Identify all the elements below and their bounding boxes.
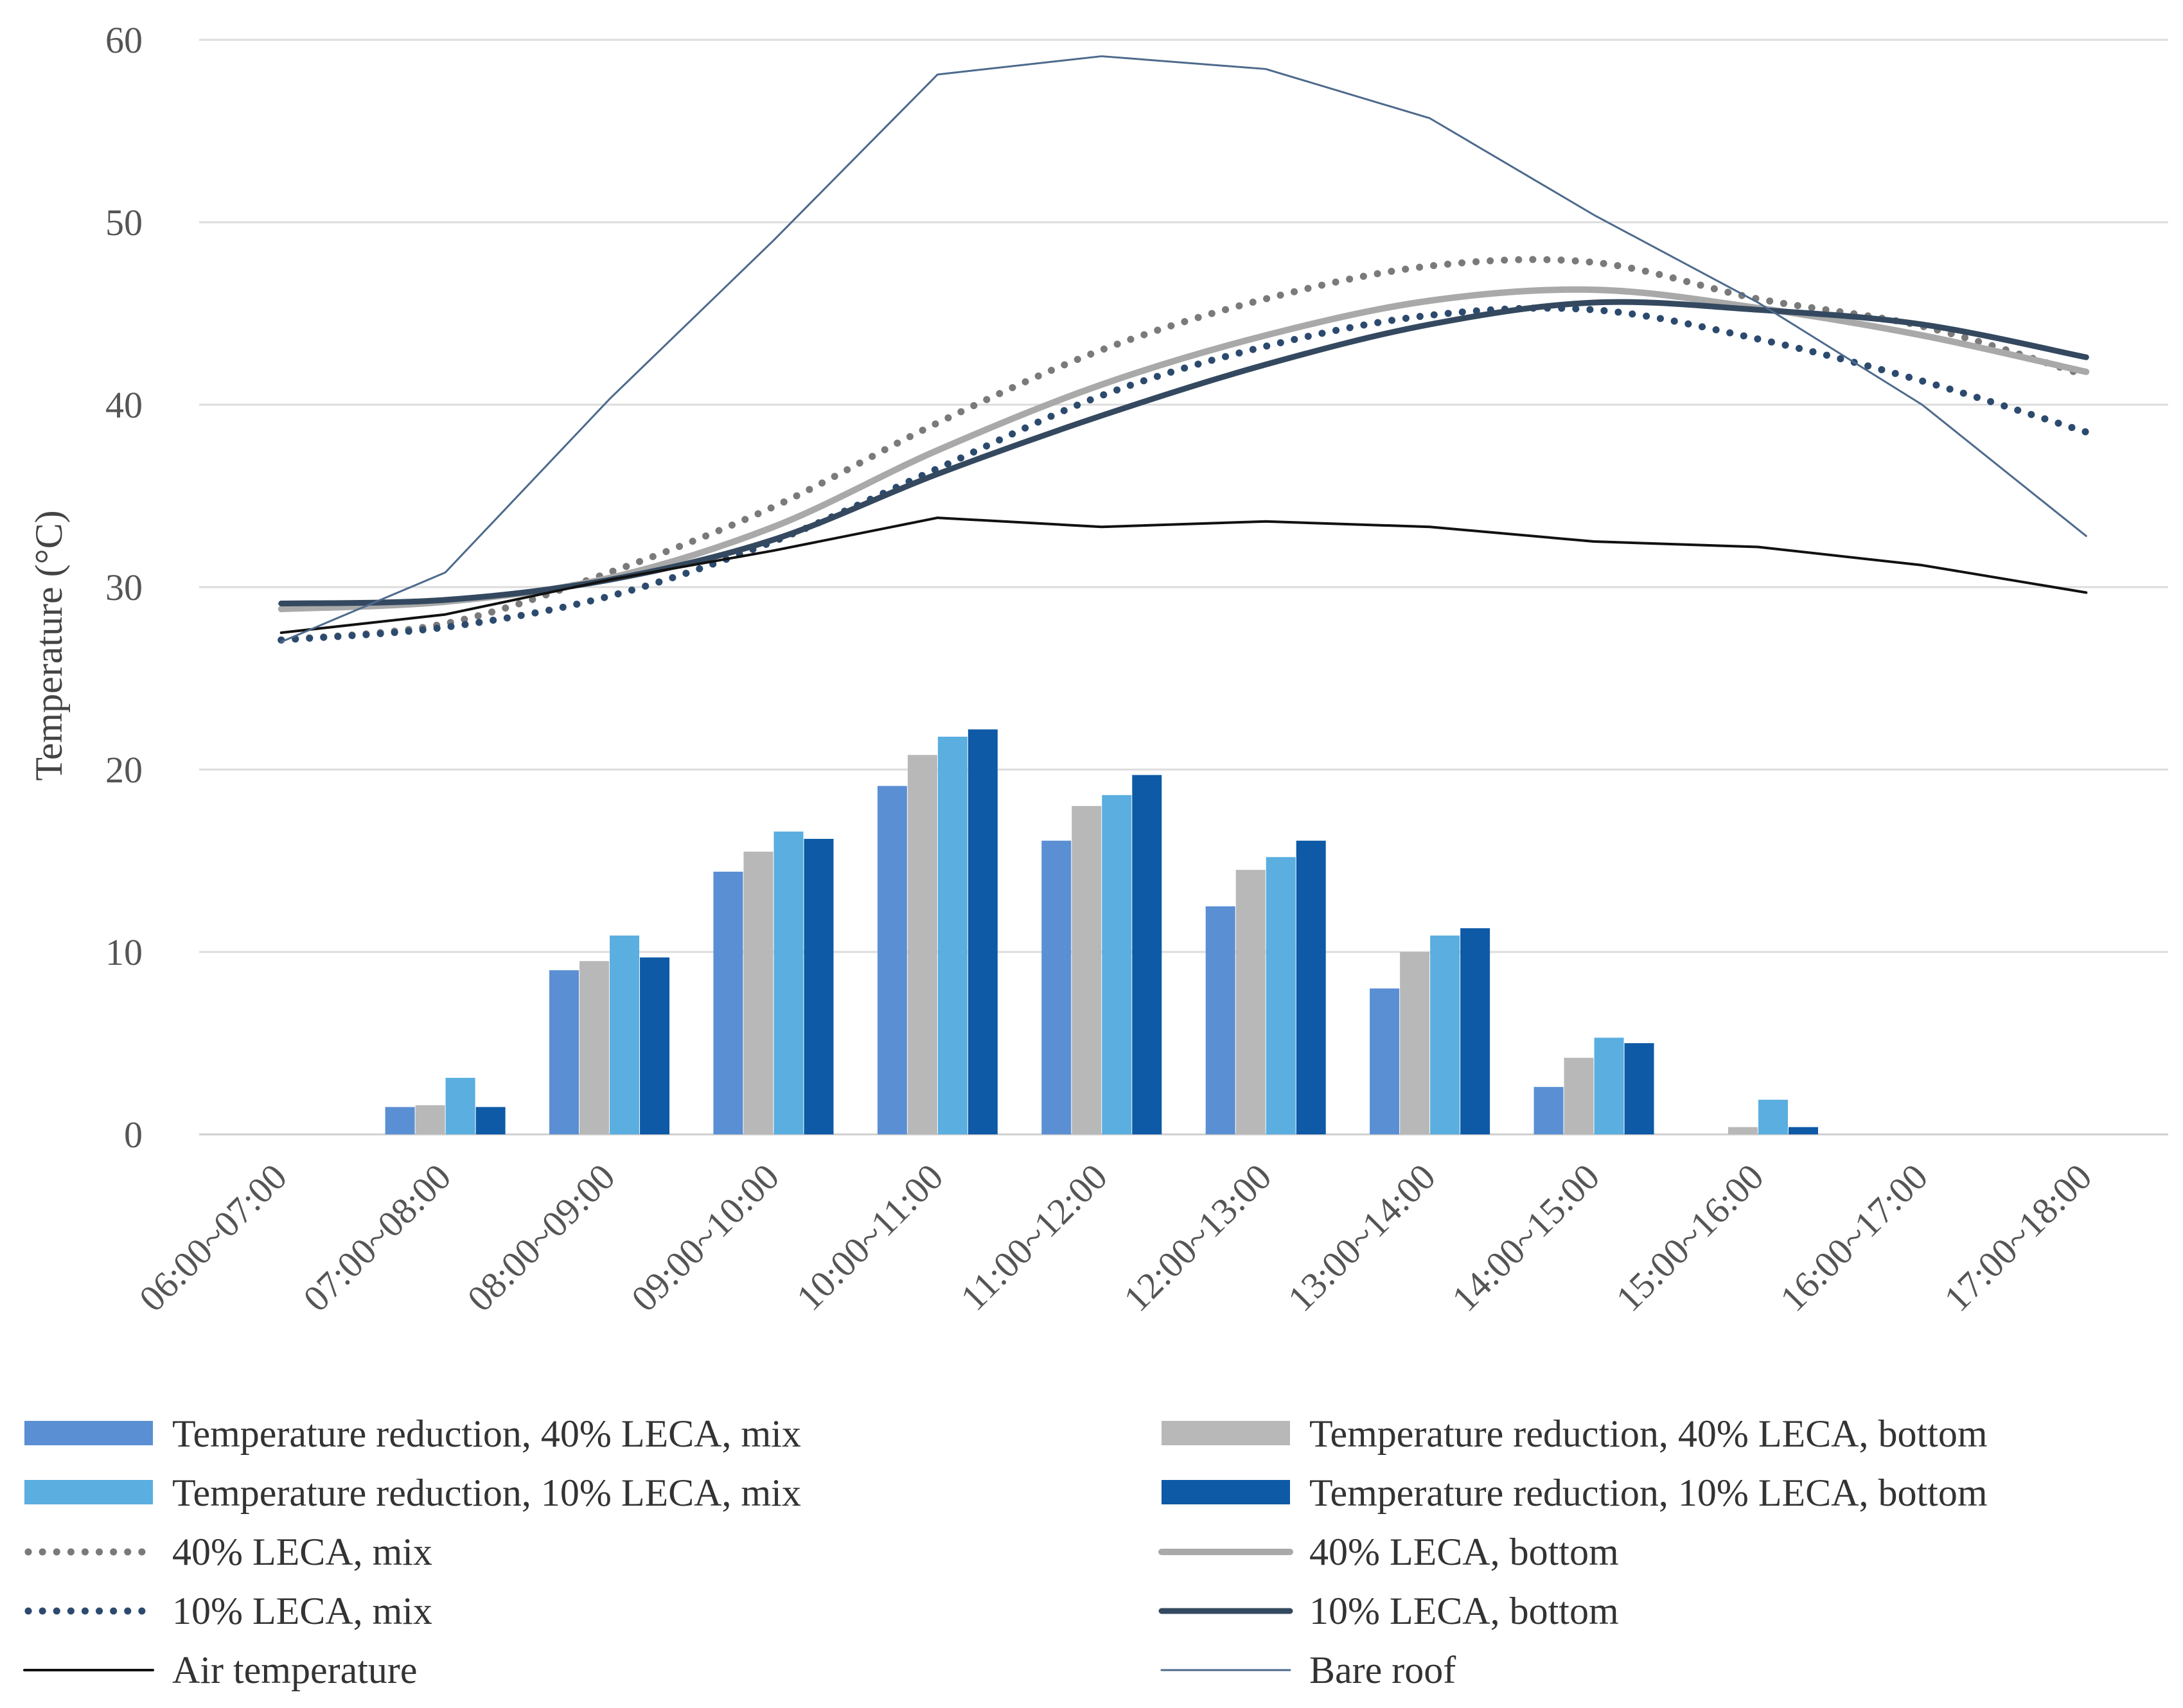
bars (385, 729, 1818, 1134)
bar (1370, 988, 1400, 1134)
y-tick-label: 0 (124, 1114, 143, 1156)
bar (1102, 795, 1132, 1134)
bar (937, 736, 968, 1134)
legend-swatch (24, 1480, 153, 1504)
legend-label: 40% LECA, bottom (1309, 1531, 1619, 1573)
y-tick-label: 60 (105, 19, 143, 61)
bar (1594, 1037, 1624, 1134)
series-line (278, 304, 2090, 644)
x-tick-label: 16:00~17:00 (1772, 1156, 1936, 1319)
legend-label: Temperature reduction, 40% LECA, mix (172, 1413, 801, 1455)
legend-label: 10% LECA, mix (172, 1590, 432, 1632)
bar (1296, 840, 1326, 1134)
bar (1460, 928, 1490, 1134)
bar (1266, 857, 1296, 1134)
legend-label: Temperature reduction, 10% LECA, mix (172, 1472, 801, 1514)
bar (1533, 1087, 1564, 1134)
x-tick-label: 12:00~13:00 (1115, 1156, 1279, 1319)
legend-label: Air temperature (172, 1649, 417, 1691)
bar (1788, 1127, 1818, 1134)
bar (1041, 840, 1072, 1134)
bar (549, 970, 579, 1134)
y-tick-label: 40 (105, 384, 143, 426)
legend-label: Temperature reduction, 40% LECA, bottom (1309, 1413, 1988, 1455)
bar (475, 1107, 506, 1134)
legend-swatch (1162, 1480, 1290, 1504)
legend-label: Bare roof (1309, 1649, 1456, 1691)
y-axis-label: Temperature (°C) (28, 510, 70, 780)
y-tick-label: 10 (105, 931, 143, 973)
x-tick-label: 09:00~10:00 (623, 1156, 787, 1319)
bar (773, 831, 804, 1134)
bar (1400, 952, 1430, 1134)
x-tick-label: 07:00~08:00 (295, 1156, 459, 1319)
legend: Temperature reduction, 40% LECA, mix Temp… (23, 1413, 1988, 1691)
bar (579, 961, 610, 1134)
bar (1235, 870, 1266, 1134)
bar (713, 872, 743, 1134)
bar (1430, 935, 1460, 1134)
bar (1624, 1043, 1654, 1134)
bar (1758, 1100, 1788, 1134)
bar (968, 729, 998, 1134)
bar (1072, 806, 1102, 1134)
bar (1564, 1057, 1594, 1134)
series-line (280, 55, 2087, 643)
bar (1205, 906, 1235, 1134)
y-tick-label: 30 (105, 567, 143, 608)
bar (1728, 1127, 1758, 1134)
legend-label: 10% LECA, bottom (1309, 1590, 1619, 1632)
legend-swatch (24, 1421, 153, 1445)
bar (610, 935, 640, 1134)
legend-swatch (1162, 1421, 1290, 1445)
bar (743, 851, 773, 1134)
x-tick-label: 13:00~14:00 (1280, 1156, 1444, 1319)
x-tick-label: 08:00~09:00 (459, 1156, 623, 1319)
x-tick-label: 14:00~15:00 (1444, 1156, 1607, 1319)
legend-label: 40% LECA, mix (172, 1531, 432, 1573)
bar (445, 1077, 475, 1134)
bar (1132, 775, 1162, 1134)
bar (640, 957, 670, 1134)
series-line (279, 516, 2088, 634)
bar (877, 786, 907, 1134)
gridlines (199, 39, 2168, 1136)
x-tick-label: 06:00~07:00 (131, 1156, 295, 1319)
x-tick-label: 15:00~16:00 (1608, 1156, 1772, 1319)
y-tick-label: 50 (105, 202, 143, 243)
x-tick-label: 11:00~12:00 (953, 1156, 1115, 1318)
bar (907, 755, 937, 1134)
x-tick-label: 10:00~11:00 (788, 1156, 951, 1318)
legend-label: Temperature reduction, 10% LECA, bottom (1309, 1472, 1988, 1514)
lines (278, 55, 2090, 644)
x-tick-label: 17:00~18:00 (1936, 1156, 2099, 1319)
y-tick-label: 20 (105, 749, 143, 791)
bar (385, 1107, 415, 1134)
bar (415, 1105, 445, 1134)
series-line (278, 299, 2089, 607)
bar (804, 838, 834, 1134)
